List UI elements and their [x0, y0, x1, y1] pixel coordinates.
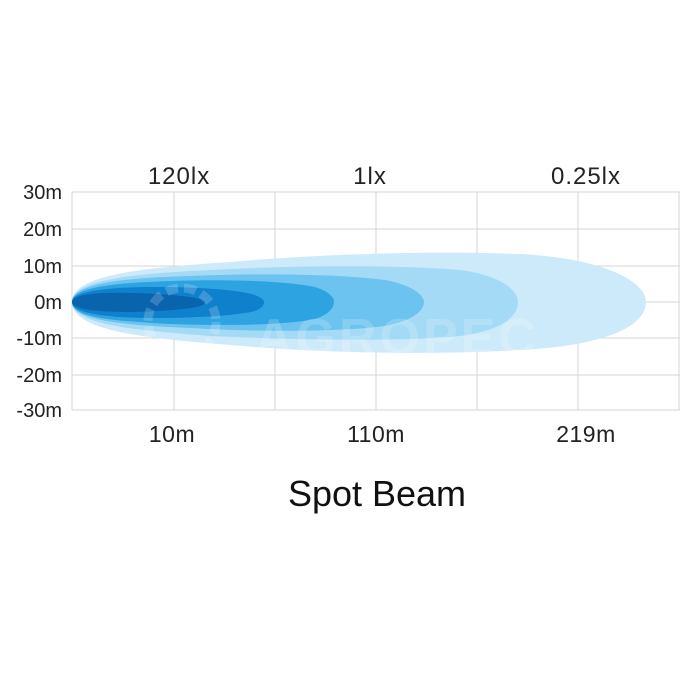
- watermark-gear-icon: [143, 283, 221, 361]
- y-tick-10m: 10m: [23, 256, 62, 278]
- bottom-label-10m: 10m: [149, 421, 195, 447]
- diagram-title: Spot Beam: [288, 473, 466, 514]
- watermark-text: AGROPEC: [255, 309, 539, 367]
- bottom-label-110m: 110m: [347, 421, 405, 447]
- y-tick-30m: 30m: [23, 182, 62, 204]
- y-tick-minus20m: -20m: [16, 365, 62, 387]
- y-tick-0m: 0m: [34, 292, 62, 314]
- top-label-1lx: 1lx: [353, 163, 387, 190]
- bottom-labels: 10m 110m 219m: [149, 421, 616, 447]
- y-tick-minus10m: -10m: [16, 328, 62, 350]
- y-tick-minus30m: -30m: [16, 400, 62, 422]
- beam-zones: [72, 252, 646, 353]
- y-axis: 30m 20m 10m 0m -10m -20m -30m: [16, 182, 62, 422]
- top-label-025lx: 0.25lx: [551, 163, 621, 190]
- bottom-label-219m: 219m: [556, 421, 616, 447]
- beam-zone-hot: [72, 292, 205, 312]
- top-label-120lx: 120lx: [148, 163, 210, 190]
- watermark: AGROPEC: [143, 283, 539, 367]
- top-labels: 120lx 1lx 0.25lx: [148, 163, 621, 190]
- y-tick-20m: 20m: [23, 219, 62, 241]
